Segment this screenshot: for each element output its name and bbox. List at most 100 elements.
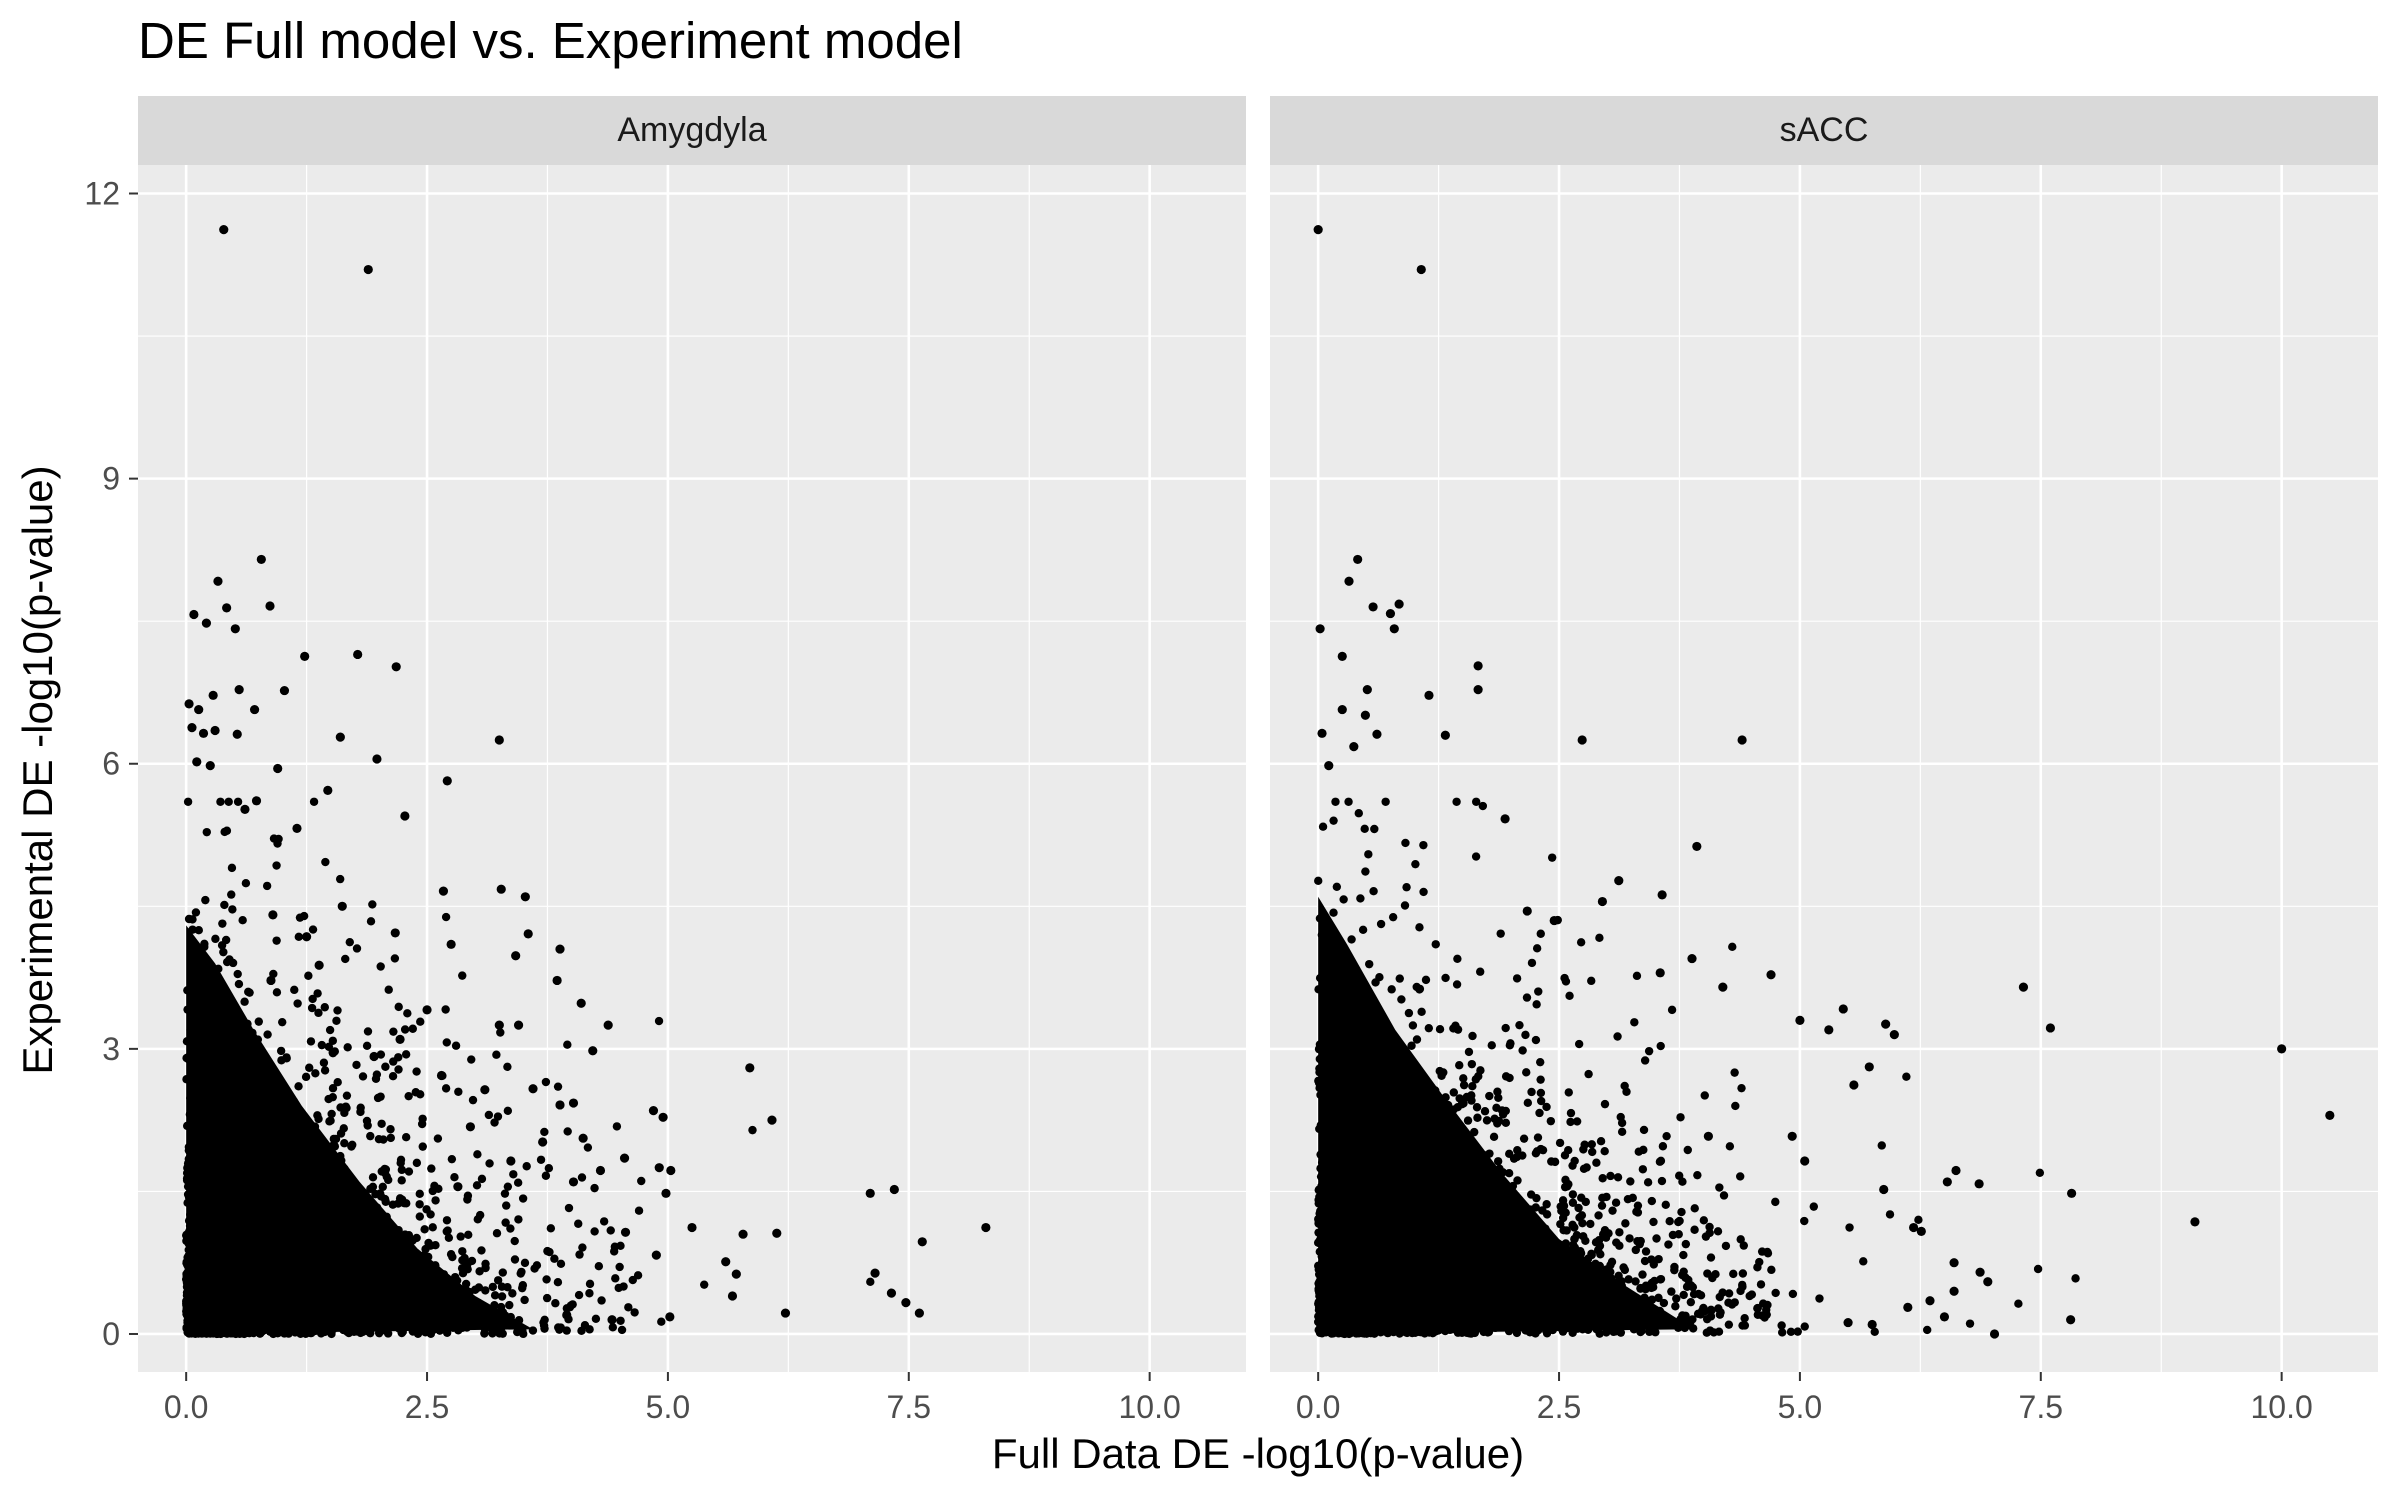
data-point: [1674, 1218, 1682, 1226]
data-point: [401, 1025, 409, 1033]
data-point: [1630, 1018, 1638, 1026]
data-point: [1714, 1227, 1722, 1235]
data-point: [600, 1217, 608, 1225]
data-point: [416, 1018, 424, 1026]
data-point: [565, 1204, 573, 1212]
data-point: [504, 1107, 512, 1115]
data-point: [540, 1128, 548, 1136]
data-point: [1737, 1084, 1745, 1092]
data-point: [584, 1143, 592, 1151]
data-point: [234, 970, 242, 978]
data-point: [557, 1260, 565, 1268]
data-point: [353, 944, 361, 952]
x-tick-label: 0.0: [1296, 1389, 1340, 1425]
data-point: [1878, 1141, 1886, 1149]
data-point: [273, 988, 281, 996]
data-point: [1725, 1320, 1733, 1328]
data-point: [657, 1318, 665, 1326]
data-point: [326, 1026, 334, 1034]
data-point: [225, 798, 233, 806]
data-point: [311, 1069, 319, 1077]
data-point: [1648, 1197, 1656, 1205]
data-point: [1771, 1289, 1779, 1297]
data-point: [210, 726, 219, 735]
data-point: [522, 1162, 530, 1170]
data-point: [363, 1042, 371, 1050]
data-point: [637, 1177, 645, 1185]
data-point: [242, 879, 250, 887]
chart-title: DE Full model vs. Experiment model: [138, 12, 963, 69]
data-point: [542, 1172, 550, 1180]
data-point: [1331, 798, 1339, 806]
data-point: [1914, 1216, 1922, 1224]
data-point: [398, 1166, 406, 1174]
data-point: [302, 932, 311, 941]
data-point: [238, 916, 246, 924]
data-point: [1472, 852, 1480, 860]
data-point: [278, 1018, 286, 1026]
data-point: [374, 1094, 382, 1102]
data-point: [300, 912, 308, 920]
data-point: [453, 1182, 462, 1191]
data-point: [386, 1125, 394, 1133]
data-point: [376, 962, 384, 970]
data-point: [211, 935, 219, 943]
data-point: [1626, 1177, 1634, 1185]
data-point: [184, 798, 192, 806]
data-point: [397, 1156, 405, 1164]
data-point: [577, 1327, 585, 1335]
data-point: [403, 1009, 411, 1017]
data-point: [310, 798, 318, 806]
data-point: [514, 1021, 523, 1030]
data-point: [227, 890, 235, 898]
data-point: [616, 1242, 624, 1250]
data-point: [220, 901, 228, 909]
data-point: [604, 1021, 613, 1030]
data-point: [537, 1156, 545, 1164]
data-point: [480, 1329, 488, 1337]
data-point: [543, 1247, 551, 1255]
data-point: [402, 1133, 410, 1141]
data-point: [454, 1088, 462, 1096]
data-point: [377, 1192, 385, 1200]
data-point: [1389, 913, 1397, 921]
x-tick-label: 5.0: [1778, 1389, 1822, 1425]
data-point: [585, 1325, 593, 1333]
data-point: [308, 995, 316, 1003]
data-point: [1600, 1147, 1608, 1155]
data-point: [1329, 816, 1337, 824]
data-point: [1642, 1247, 1650, 1255]
data-point: [665, 1312, 674, 1321]
data-point: [1365, 960, 1373, 968]
data-point: [1532, 1194, 1540, 1202]
data-point: [687, 1223, 696, 1232]
data-point: [915, 1308, 924, 1317]
data-point: [1691, 1204, 1699, 1212]
data-point: [1631, 1277, 1639, 1285]
data-point: [459, 1269, 467, 1277]
data-point: [1667, 1287, 1675, 1295]
data-point: [416, 1190, 424, 1198]
data-point: [391, 928, 400, 937]
data-point: [1608, 1206, 1616, 1214]
data-point: [577, 999, 586, 1008]
data-point: [502, 1201, 510, 1209]
data-point: [1771, 1198, 1779, 1206]
data-point: [394, 1053, 402, 1061]
data-point: [343, 1043, 351, 1051]
data-point: [492, 1051, 500, 1059]
data-point: [781, 1308, 790, 1317]
data-point: [315, 961, 324, 970]
data-point: [1465, 1048, 1473, 1056]
data-point: [252, 796, 261, 805]
data-point: [1569, 1190, 1577, 1198]
data-point: [901, 1298, 910, 1307]
data-point: [1574, 1204, 1582, 1212]
data-point: [369, 1173, 377, 1181]
data-point: [416, 1090, 424, 1098]
data-point: [1377, 920, 1385, 928]
data-point: [550, 1255, 558, 1263]
data-point: [1702, 1232, 1710, 1240]
data-point: [206, 761, 215, 770]
x-tick-label: 7.5: [887, 1389, 931, 1425]
